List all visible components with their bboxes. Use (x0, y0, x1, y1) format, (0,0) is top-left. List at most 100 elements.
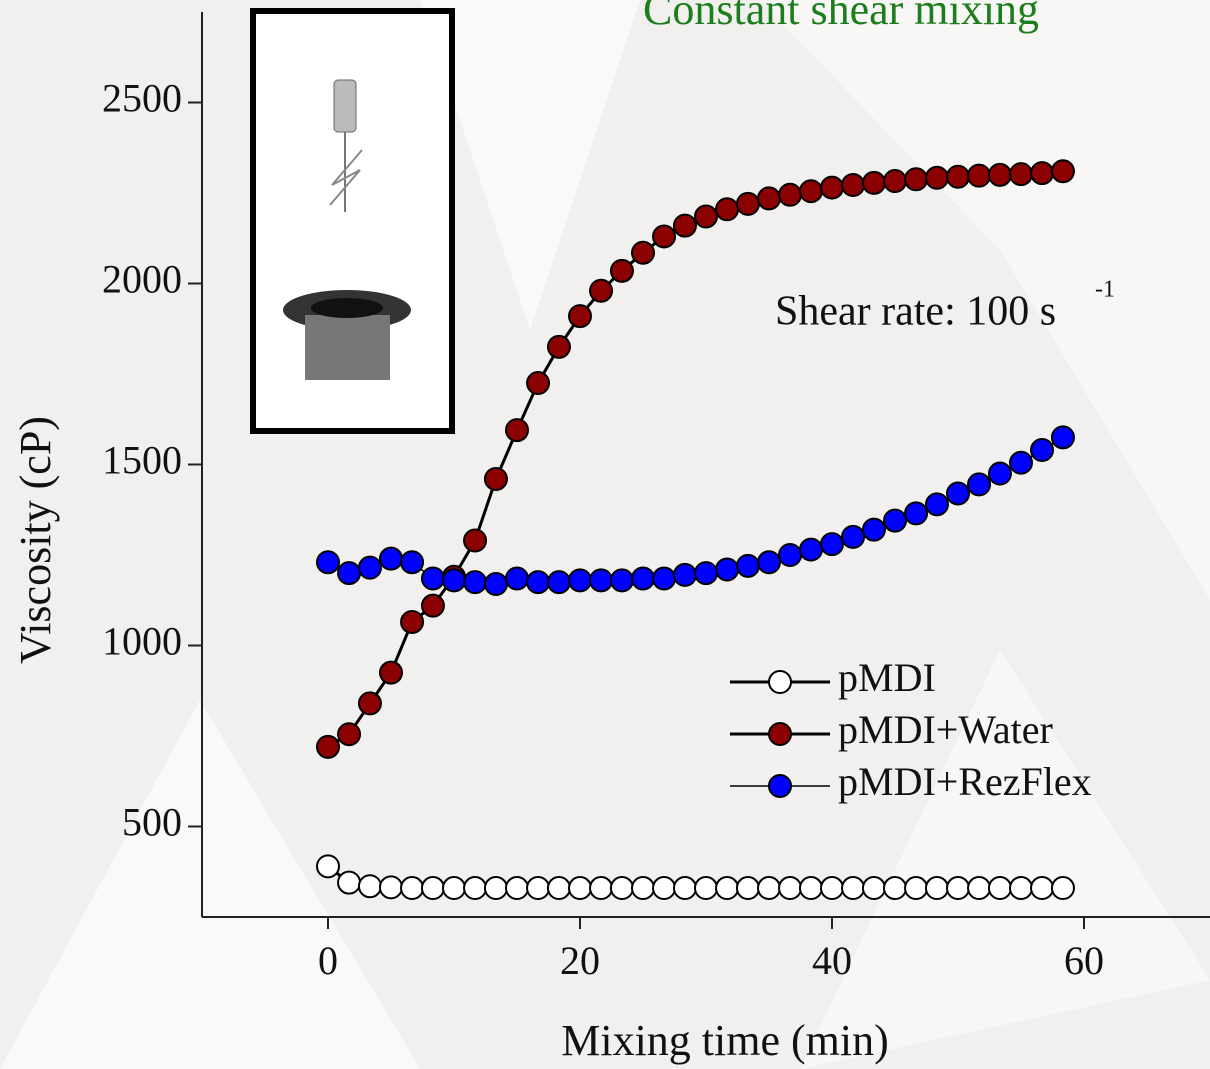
data-point (924, 492, 949, 517)
legend-marker (768, 670, 792, 694)
data-point (715, 876, 740, 901)
data-point (841, 876, 866, 901)
data-point (400, 550, 425, 575)
data-point (1009, 162, 1033, 187)
legend-label: pMDI+RezFlex (838, 759, 1092, 804)
data-point (715, 197, 740, 222)
data-point (946, 164, 970, 189)
bg-shape (0, 700, 420, 1069)
data-point (694, 876, 718, 901)
data-point (357, 555, 382, 580)
data-point (589, 278, 614, 303)
data-point (778, 182, 803, 207)
data-point (861, 170, 886, 195)
data-point (337, 561, 362, 586)
data-point (505, 876, 529, 901)
data-point (924, 876, 949, 901)
data-point (672, 213, 697, 238)
inset-image (250, 8, 455, 434)
data-point (589, 876, 614, 901)
data-point (694, 204, 718, 229)
data-point (757, 186, 781, 211)
data-point (379, 546, 403, 571)
y-tick-label: 2000 (102, 257, 182, 302)
data-point (609, 568, 634, 593)
data-point (883, 508, 907, 533)
data-point (924, 165, 949, 190)
data-point (400, 876, 425, 901)
data-point (652, 566, 677, 591)
data-point (946, 876, 970, 901)
data-point (568, 304, 592, 329)
data-point (861, 517, 886, 542)
data-point (672, 562, 697, 587)
data-point (757, 876, 781, 901)
spindle (333, 79, 357, 133)
data-point (420, 566, 445, 591)
data-point (589, 568, 614, 593)
x-axis-title: Mixing time (min) (561, 1016, 889, 1065)
data-point (904, 876, 929, 901)
data-point (1030, 161, 1055, 186)
data-point (379, 875, 403, 900)
data-point (505, 566, 529, 591)
cup-body (305, 315, 390, 380)
data-point (568, 876, 592, 901)
data-point (904, 501, 929, 526)
data-point (883, 876, 907, 901)
data-point (798, 179, 823, 204)
y-axis-title: Viscosity (cP) (11, 416, 60, 664)
data-point (735, 191, 760, 216)
x-tick-label: 40 (812, 938, 852, 983)
data-point (757, 550, 781, 575)
data-point (987, 162, 1012, 187)
data-point (652, 224, 677, 249)
data-point (987, 461, 1012, 486)
data-point (967, 163, 992, 188)
legend-marker (768, 722, 792, 746)
data-point (463, 570, 488, 595)
data-point (483, 876, 508, 901)
y-tick-label: 500 (122, 800, 182, 845)
data-point (546, 334, 571, 359)
data-point (337, 870, 362, 895)
data-point (463, 528, 488, 553)
data-point (483, 571, 508, 596)
data-point (420, 593, 445, 618)
y-tick-label: 1500 (102, 438, 182, 483)
data-point (1050, 876, 1075, 901)
data-point (631, 240, 655, 265)
data-point (379, 660, 403, 685)
data-point (967, 876, 992, 901)
data-point (946, 481, 970, 506)
cup-opening (311, 298, 383, 318)
data-point (463, 876, 488, 901)
data-point (1050, 159, 1075, 184)
data-point (1030, 876, 1055, 901)
x-tick-label: 60 (1064, 938, 1104, 983)
data-point (735, 553, 760, 578)
data-point (505, 418, 529, 443)
legend-label: pMDI+Water (838, 707, 1053, 752)
data-point (400, 609, 425, 634)
data-point (820, 532, 844, 557)
data-point (442, 876, 466, 901)
data-point (316, 734, 340, 759)
data-point (841, 173, 866, 198)
bg-shape (760, 0, 1210, 600)
data-point (568, 568, 592, 593)
data-point (987, 876, 1012, 901)
chart-title: Constant shear mixing (643, 0, 1039, 34)
data-point (609, 258, 634, 283)
data-point (694, 561, 718, 586)
data-point (316, 550, 340, 575)
data-point (609, 876, 634, 901)
data-point (631, 876, 655, 901)
data-point (483, 466, 508, 491)
legend-marker (768, 774, 792, 798)
x-tick-label: 20 (560, 938, 600, 983)
bg-shape (800, 650, 1210, 1069)
annotation-superscript: -1 (1095, 277, 1115, 303)
data-point (546, 570, 571, 595)
